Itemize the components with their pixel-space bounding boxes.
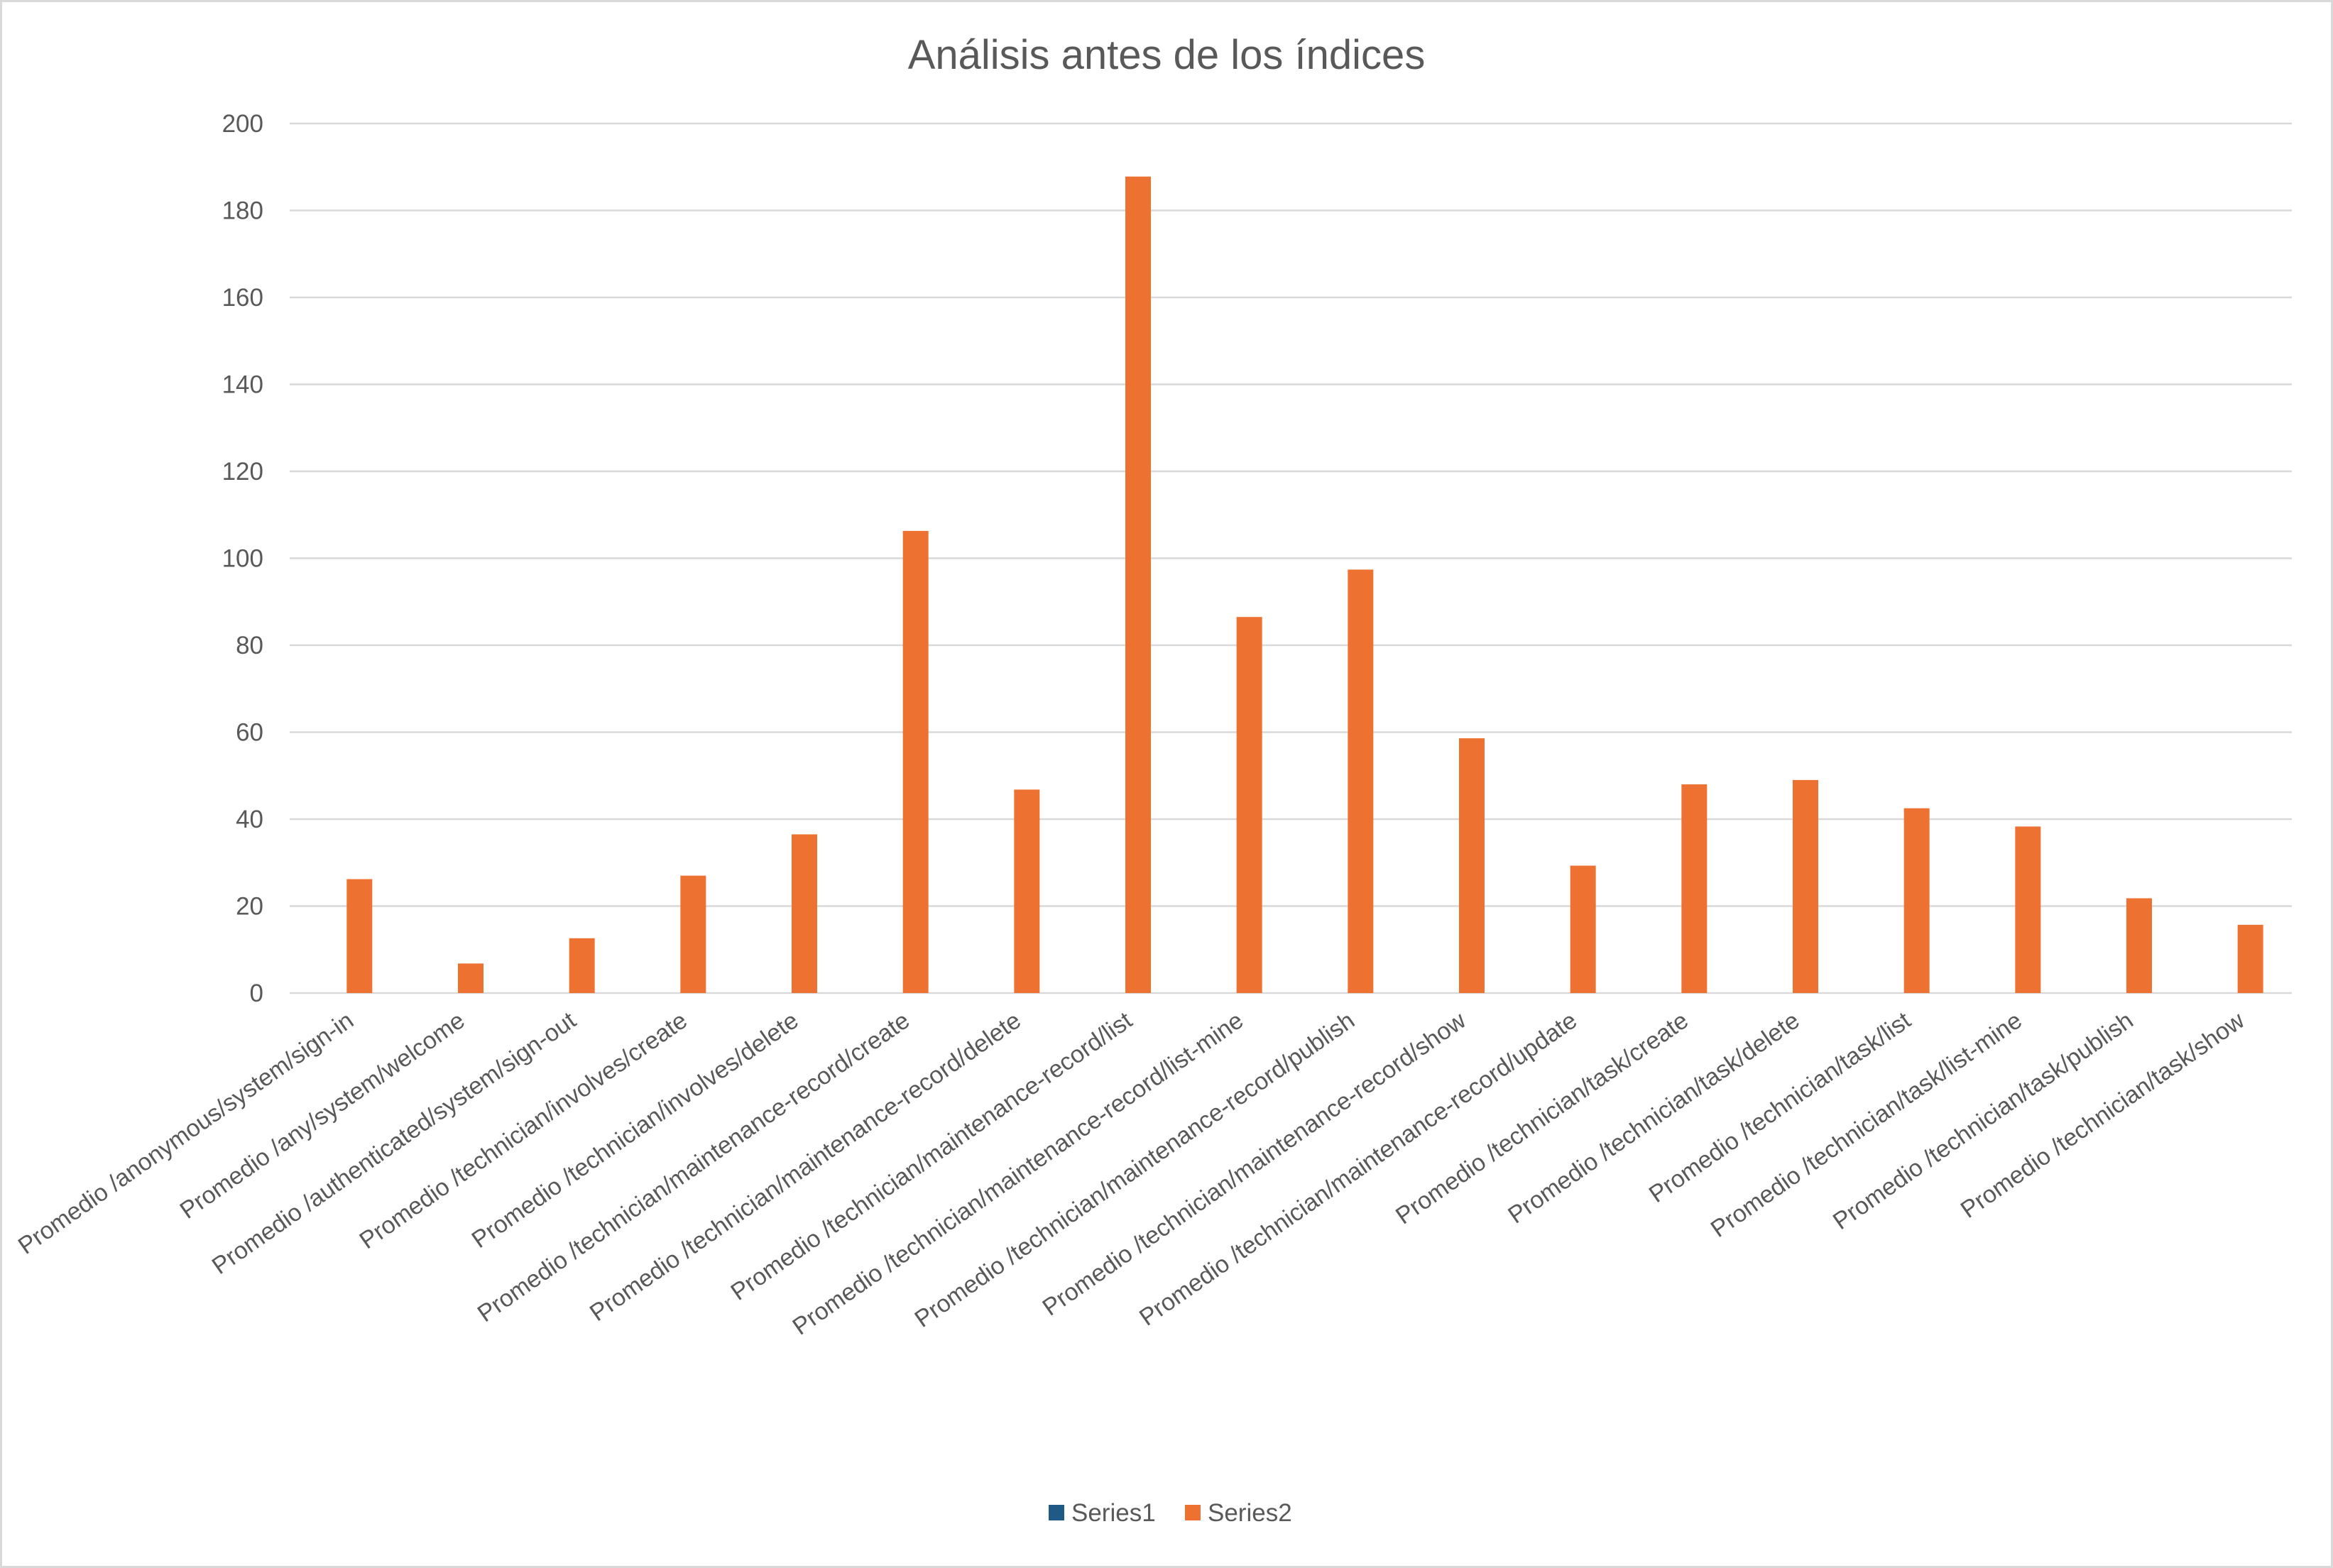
bar-series2 xyxy=(792,834,817,993)
y-tick-label: 120 xyxy=(222,458,263,486)
y-tick-label: 20 xyxy=(236,893,263,921)
y-tick-label: 180 xyxy=(222,197,263,225)
bars xyxy=(346,176,2263,994)
y-tick-label: 0 xyxy=(250,980,263,1007)
legend: Series1 Series2 xyxy=(1049,1499,1292,1527)
x-category-label: Promedio /technician/maintenance-record/… xyxy=(1038,1007,1471,1321)
y-tick-label: 80 xyxy=(236,632,263,659)
bar-series2 xyxy=(1459,738,1485,993)
chart-title: Análisis antes de los índices xyxy=(908,32,1426,78)
y-tick-label: 60 xyxy=(236,719,263,747)
bar-series2 xyxy=(2015,826,2041,993)
x-axis-category-labels: Promedio /anonymous/system/sign-inPromed… xyxy=(13,1007,2250,1340)
bar-series2 xyxy=(1348,569,1374,993)
y-tick-label: 160 xyxy=(222,284,263,312)
legend-swatch-series2 xyxy=(1185,1505,1201,1520)
bar-series2 xyxy=(346,879,373,993)
bar-series2 xyxy=(680,875,706,993)
legend-label-series2: Series2 xyxy=(1208,1499,1292,1527)
y-tick-label: 100 xyxy=(222,545,263,573)
bar-series2 xyxy=(1570,865,1596,993)
gridlines xyxy=(290,122,2292,994)
bar-series2 xyxy=(902,530,929,993)
bar-series2 xyxy=(1681,784,1708,993)
y-axis-tick-labels: 0 20 40 60 80 100 120 140 160 180 200 xyxy=(222,110,263,1007)
bar-series2 xyxy=(569,938,595,993)
y-tick-label: 200 xyxy=(222,110,263,138)
bar-series2 xyxy=(1903,808,1930,993)
y-tick-label: 40 xyxy=(236,806,263,833)
bar-series2 xyxy=(1236,617,1262,993)
bar-series2 xyxy=(2237,924,2263,993)
bar-series2 xyxy=(2126,898,2152,993)
x-category-label: Promedio /technician/maintenance-record/… xyxy=(726,1007,1137,1306)
bar-series2 xyxy=(1793,779,1818,993)
bar-series2 xyxy=(1014,789,1040,993)
legend-label-series1: Series1 xyxy=(1071,1499,1156,1527)
bar-series2 xyxy=(1125,176,1151,994)
y-tick-label: 140 xyxy=(222,371,263,399)
legend-swatch-series1 xyxy=(1049,1505,1064,1520)
bar-series2 xyxy=(458,963,483,993)
